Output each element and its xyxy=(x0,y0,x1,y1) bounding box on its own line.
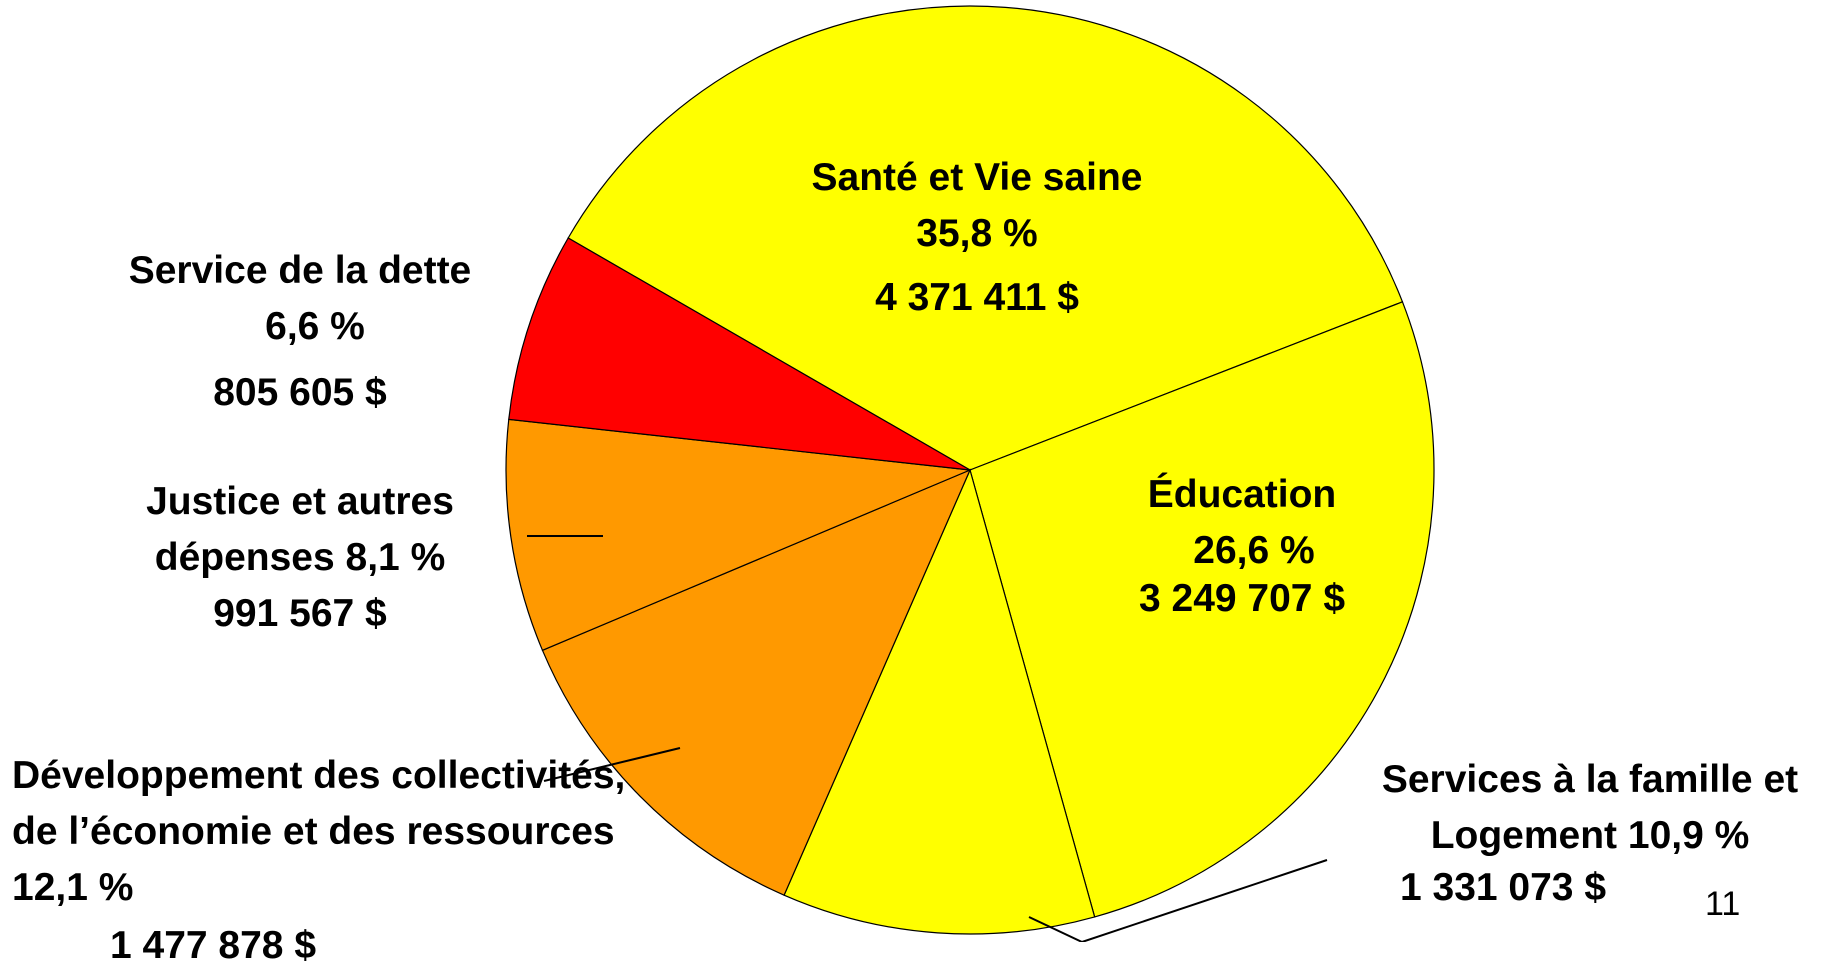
pie-slice xyxy=(969,301,1435,918)
value-label: 35,8 % xyxy=(916,212,1038,255)
amount-label: 1 331 073 $ xyxy=(1400,866,1607,909)
slice-label: Éducation 26,6 % 3 249 707 $ xyxy=(1082,467,1402,627)
category-label: Éducation xyxy=(1147,473,1337,516)
amount-label: 4 371 411 $ xyxy=(875,276,1079,319)
pie-slice xyxy=(783,468,1096,935)
category-label: Justice et autres dépenses xyxy=(146,480,454,579)
category-label: Service de la dette xyxy=(128,249,472,292)
value-label: 26,6 % xyxy=(1193,529,1315,572)
value-label: 12,1 % xyxy=(12,866,134,909)
category-label: Santé et Vie saine xyxy=(811,156,1143,199)
slide: Santé et Vie saine 35,8 % 4 371 411 $ Éd… xyxy=(12,5,1845,967)
value-label: 8,1 % xyxy=(345,536,446,579)
page-number: 11 xyxy=(1705,885,1741,923)
slice-label: Santé et Vie saine 35,8 % 4 371 411 $ xyxy=(777,150,1177,326)
leader-line xyxy=(543,747,681,782)
slice-label: Justice et autres dépenses 8,1 % 991 567… xyxy=(100,474,500,642)
leader-line xyxy=(1028,859,1328,942)
value-label: 10,9 % xyxy=(1627,814,1750,857)
amount-label: 991 567 $ xyxy=(213,592,387,635)
pie-slice xyxy=(508,237,971,471)
amount-label: 805 605 $ xyxy=(213,371,387,414)
chart xyxy=(505,5,1435,942)
slice-label: Services à la famille et Logement 10,9 %… xyxy=(1330,752,1845,916)
pie-slice xyxy=(505,418,973,652)
value-label: 6,6 % xyxy=(265,305,365,348)
category-label: Développement des collectivités, de l’éc… xyxy=(12,754,626,853)
slice-label: Développement des collectivités, de l’éc… xyxy=(12,748,652,974)
amount-label: 1 477 878 $ xyxy=(110,924,317,967)
pie-slice xyxy=(541,468,972,896)
slice-label: Service de la dette 6,6 % 805 605 $ xyxy=(80,243,520,421)
category-label: Services à la famille et Logement xyxy=(1381,758,1799,857)
amount-label: 3 249 707 $ xyxy=(1138,577,1346,620)
pie-slice xyxy=(567,5,1404,471)
